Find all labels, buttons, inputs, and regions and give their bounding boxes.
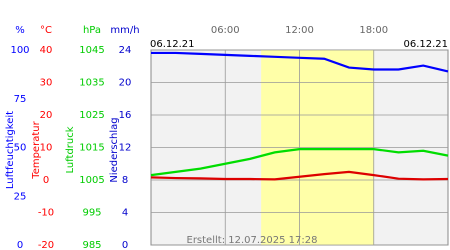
axis-title: Luftdruck: [65, 126, 76, 173]
x-tick-label: 18:00: [359, 25, 388, 36]
y-tick-label: 1015: [79, 143, 104, 154]
y-tick-label: 24: [119, 45, 132, 56]
y-tick-label: 1045: [79, 45, 104, 56]
y-tick-label: 0: [17, 240, 23, 250]
y-tick-label: 985: [82, 240, 101, 250]
series-line: [150, 148, 449, 177]
y-tick-label: -20: [38, 240, 54, 250]
y-tick-label: 4: [122, 208, 128, 219]
axis-unit: mm/h: [110, 25, 139, 36]
y-tick-label: 1035: [79, 78, 104, 89]
y-tick-label: 25: [14, 191, 27, 202]
y-tick-label: 30: [40, 78, 53, 89]
axis-title: Temperatur: [31, 120, 42, 179]
axis-unit: °C: [40, 25, 52, 36]
y-tick-label: 995: [82, 208, 101, 219]
date-left: 06.12.21: [150, 39, 195, 50]
axis-title: Niederschlag: [109, 117, 120, 182]
axis-unit: hPa: [83, 25, 101, 36]
y-tick-label: 50: [14, 143, 27, 154]
y-tick-label: 1005: [79, 175, 104, 186]
series-line: [151, 51, 449, 73]
y-tick-label: 10: [40, 143, 53, 154]
y-tick-label: 16: [119, 110, 132, 121]
y-tick-label: 0: [43, 175, 49, 186]
date-right: 06.12.21: [403, 39, 448, 50]
y-tick-label: 12: [119, 143, 132, 154]
axis-unit: %: [15, 25, 25, 36]
axis-title: Luftfeuchtigkeit: [5, 111, 16, 189]
y-tick-label: 1025: [79, 110, 104, 121]
footer: Erstellt: 12.07.2025 17:28: [187, 235, 318, 246]
y-tick-label: 40: [40, 45, 53, 56]
y-tick-label: 8: [122, 175, 128, 186]
y-tick-label: 75: [14, 94, 27, 105]
y-tick-label: 0: [122, 240, 128, 250]
y-tick-label: -10: [38, 208, 54, 219]
y-tick-label: 20: [119, 78, 132, 89]
x-tick-label: 06:00: [211, 25, 240, 36]
y-tick-label: 100: [10, 45, 29, 56]
y-tick-label: 20: [40, 110, 53, 121]
series-line: [150, 170, 449, 181]
x-tick-label: 12:00: [285, 25, 314, 36]
